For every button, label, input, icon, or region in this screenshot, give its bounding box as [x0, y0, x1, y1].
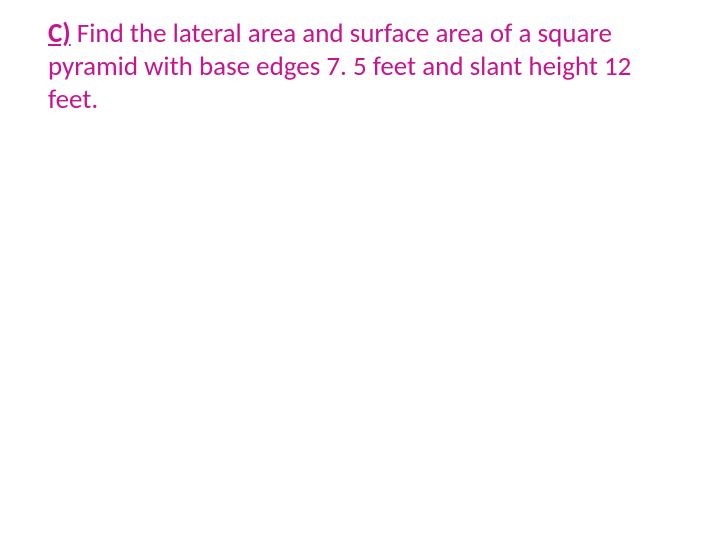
problem-label: C): [48, 17, 71, 50]
problem-paragraph: C) Find the lateral area and surface are…: [48, 18, 672, 117]
problem-body: Find the lateral area and surface area o…: [48, 17, 631, 116]
slide-container: C) Find the lateral area and surface are…: [0, 0, 720, 540]
